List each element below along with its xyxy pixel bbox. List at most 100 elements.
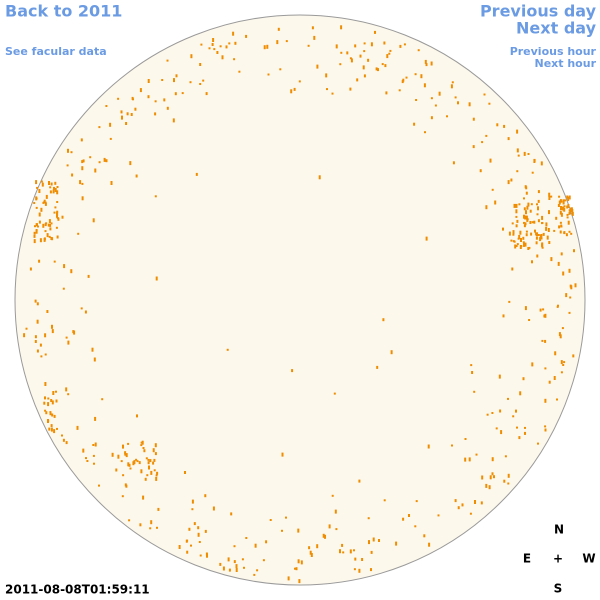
facula-speck — [540, 237, 543, 240]
facula-speck — [44, 201, 47, 204]
facula-speck — [70, 269, 73, 274]
facula-speck — [285, 516, 287, 519]
facula-speck — [525, 233, 528, 237]
facula-speck — [34, 225, 36, 228]
facula-speck — [354, 44, 357, 48]
facula-speck — [325, 73, 328, 78]
compass-center: + — [553, 552, 563, 566]
facula-speck — [149, 527, 152, 530]
facula-speck — [376, 365, 379, 369]
facula-speck — [155, 276, 158, 281]
facula-speck — [163, 98, 166, 102]
previous-day-link[interactable]: Previous day — [480, 2, 597, 21]
facula-speck — [353, 568, 356, 571]
facula-speck — [537, 190, 540, 194]
facula-speck — [541, 222, 543, 225]
facula-speck — [66, 164, 69, 167]
facula-speck — [38, 220, 41, 224]
facula-speck — [44, 382, 47, 386]
facula-speck — [204, 529, 207, 533]
facula-speck — [139, 88, 142, 93]
facula-speck — [117, 97, 120, 100]
facula-speck — [245, 34, 248, 38]
facula-speck — [541, 339, 544, 342]
facula-speck — [233, 58, 236, 61]
facula-speck — [335, 528, 338, 531]
facula-speck — [331, 494, 334, 497]
facula-speck — [39, 238, 42, 243]
facula-speck — [47, 402, 50, 407]
facula-speck — [537, 234, 540, 236]
facula-speck — [559, 210, 562, 215]
facula-speck — [481, 141, 484, 144]
facula-speck — [516, 426, 518, 429]
facula-speck — [76, 425, 79, 430]
next-day-link[interactable]: Next day — [516, 19, 597, 38]
facula-speck — [265, 540, 268, 544]
facula-speck — [504, 455, 507, 458]
previous-hour-link[interactable]: Previous hour — [510, 45, 597, 58]
facula-speck — [384, 64, 387, 68]
facular-link[interactable]: See facular data — [5, 45, 107, 58]
facula-speck — [519, 230, 522, 235]
facula-speck — [472, 145, 475, 149]
facula-speck — [471, 371, 474, 374]
facula-speck — [553, 229, 556, 232]
facula-speck — [43, 199, 46, 202]
facula-speck — [568, 268, 571, 273]
facula-speck — [121, 495, 124, 498]
facula-speck — [457, 101, 459, 105]
facula-speck — [122, 444, 124, 449]
facula-speck — [211, 43, 214, 46]
facula-speck — [370, 568, 372, 572]
facula-speck — [199, 83, 202, 85]
facula-speck — [399, 44, 402, 48]
facula-speck — [136, 460, 139, 463]
facula-speck — [149, 459, 152, 463]
facula-speck — [51, 237, 54, 241]
facula-speck — [558, 332, 561, 337]
facula-speck — [535, 241, 538, 245]
facula-speck — [290, 89, 293, 94]
facula-speck — [423, 534, 426, 538]
facula-speck — [109, 122, 112, 127]
facula-speck — [417, 49, 420, 52]
facula-speck — [499, 409, 502, 413]
facula-speck — [94, 416, 97, 421]
facula-speck — [530, 232, 533, 236]
facula-speck — [44, 409, 47, 412]
facula-speck — [561, 327, 564, 330]
facula-speck — [56, 212, 58, 215]
facula-speck — [524, 426, 526, 429]
facula-speck — [358, 568, 361, 573]
facula-speck — [199, 554, 202, 557]
facula-speck — [370, 42, 373, 47]
facula-speck — [523, 151, 526, 156]
facula-speck — [25, 327, 28, 330]
facula-speck — [570, 285, 573, 290]
facula-speck — [153, 469, 156, 472]
facula-speck — [157, 507, 160, 511]
facula-speck — [524, 431, 526, 435]
facula-speck — [142, 447, 145, 449]
facula-speck — [51, 329, 54, 334]
facula-speck — [234, 41, 237, 45]
facula-speck — [316, 64, 319, 69]
facula-speck — [545, 222, 548, 227]
facula-speck — [161, 79, 164, 81]
facula-speck — [544, 339, 547, 343]
facula-speck — [184, 471, 186, 474]
facula-speck — [390, 350, 393, 355]
facula-speck — [54, 188, 57, 192]
back-link[interactable]: Back to 2011 — [5, 2, 122, 21]
facula-speck — [568, 311, 571, 314]
facula-speck — [135, 458, 138, 461]
facula-speck — [279, 68, 282, 71]
facula-speck — [47, 419, 50, 422]
facula-speck — [263, 45, 266, 50]
facula-speck — [281, 452, 284, 457]
facula-speck — [222, 566, 225, 571]
facula-speck — [430, 116, 433, 120]
next-hour-link[interactable]: Next hour — [535, 57, 597, 70]
facula-speck — [53, 186, 55, 190]
